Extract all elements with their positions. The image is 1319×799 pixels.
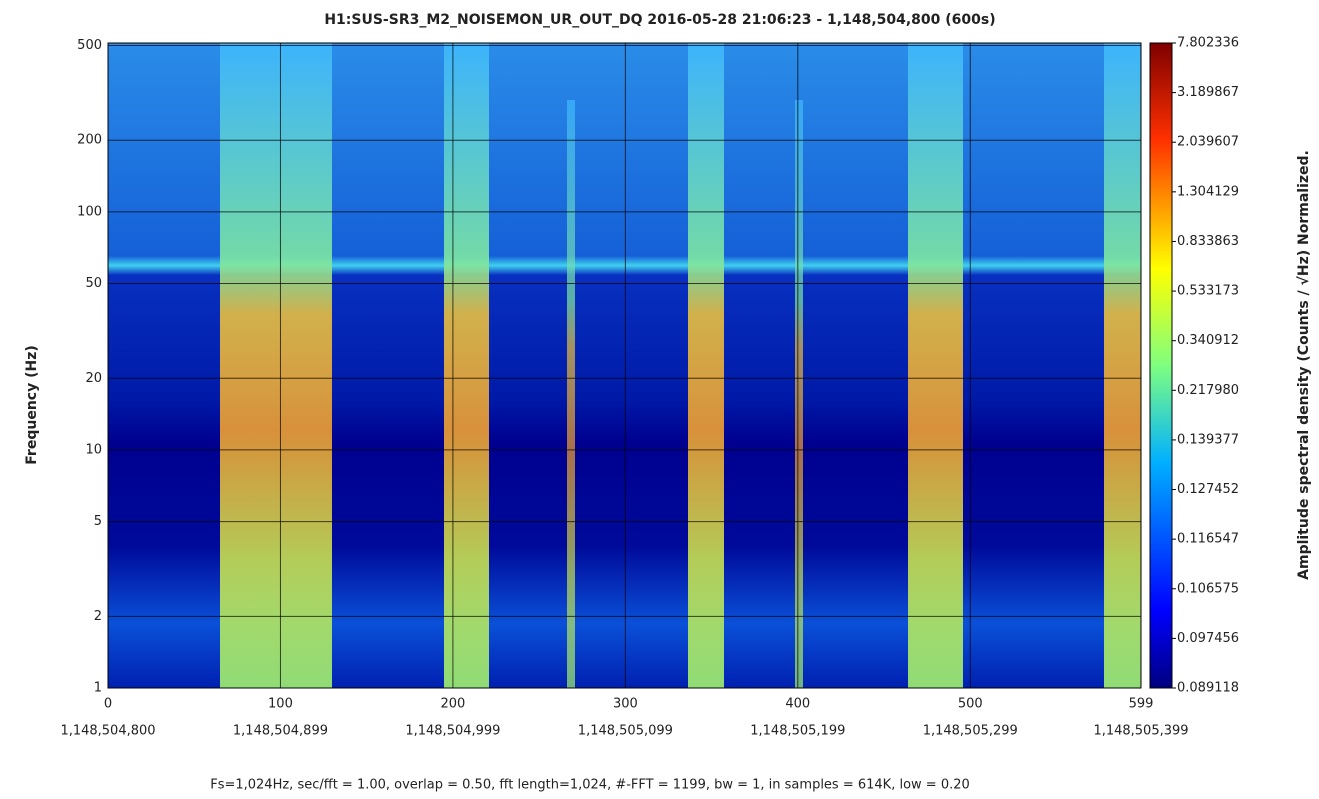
colorbar-tick-label: 0.833863 [1177,234,1239,249]
x-tick-label: 400 [785,697,810,712]
colorbar-tick-label: 0.139377 [1177,432,1239,447]
footer: Fs=1,024Hz, sec/fft = 1.00, overlap = 0.… [210,778,970,793]
colorbar-tick-label: 2.039607 [1177,135,1239,150]
colorbar-tick-label: 1.304129 [1177,184,1239,199]
y-tick-label: 100 [77,204,102,219]
colorbar-tick-label: 0.116547 [1177,532,1239,547]
x-tick-label: 100 [268,697,293,712]
y-tick-label: 50 [85,276,102,291]
colorbar-tick-label: 3.189867 [1177,85,1239,100]
x-tick-gps-label: 1,148,505,199 [750,724,845,739]
x-tick-gps-label: 1,148,504,899 [233,724,328,739]
x-tick-gps-label: 1,148,505,099 [578,724,673,739]
y-tick-label: 20 [85,371,102,386]
y-tick-label: 1 [94,681,102,696]
colorbar-tick-label: 0.089118 [1177,681,1239,696]
x-tick-label: 599 [1129,697,1154,712]
y-axis-label: Frequency (Hz) [24,345,40,464]
x-tick-gps-label: 1,148,505,299 [923,724,1018,739]
y-tick-label: 2 [94,609,102,624]
x-tick-label: 0 [104,697,112,712]
colorbar-tick-label: 0.106575 [1177,581,1239,596]
x-tick-label: 500 [958,697,983,712]
colorbar-label: Amplitude spectral density (Counts / √Hz… [1296,150,1312,580]
colorbar-tick-label: 0.127452 [1177,482,1239,497]
colorbar-tick-label: 0.097456 [1177,631,1239,646]
colorbar-tick-label: 7.802336 [1177,36,1239,51]
y-tick-label: 500 [77,38,102,53]
x-tick-gps-label: 1,148,504,800 [60,724,155,739]
colorbar-tick-label: 0.340912 [1177,333,1239,348]
colorbar [1149,42,1173,689]
colorbar-tick-label: 0.533173 [1177,284,1239,299]
x-tick-gps-label: 1,148,505,399 [1093,724,1188,739]
chart-title: H1:SUS-SR3_M2_NOISEMON_UR_OUT_DQ 2016-05… [324,12,995,28]
y-tick-label: 5 [94,514,102,529]
colorbar-tick-label: 0.217980 [1177,383,1239,398]
y-tick-label: 200 [77,133,102,148]
x-tick-gps-label: 1,148,504,999 [405,724,500,739]
x-tick-label: 300 [613,697,638,712]
x-tick-label: 200 [440,697,465,712]
y-tick-label: 10 [85,442,102,457]
